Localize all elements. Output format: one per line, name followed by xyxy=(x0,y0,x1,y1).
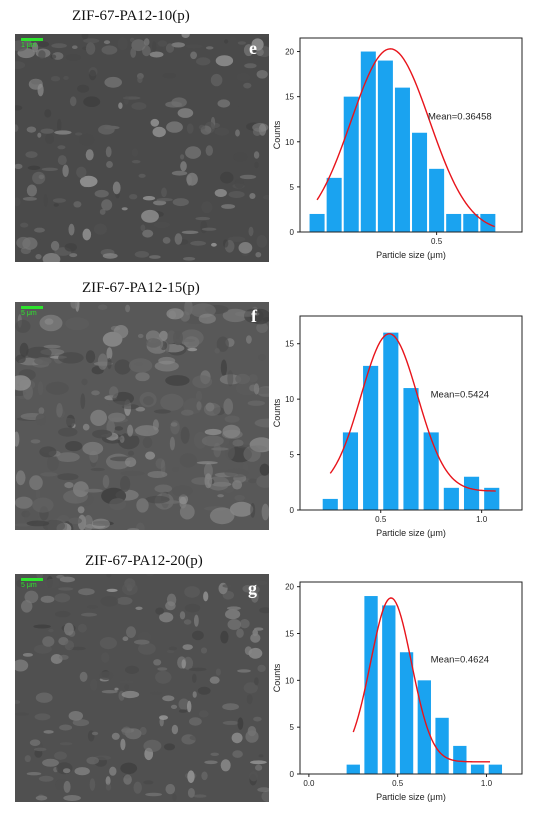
y-tick-label: 15 xyxy=(285,630,294,639)
scale-bar-e: 1 μm xyxy=(21,38,43,49)
histogram-bar xyxy=(443,487,459,510)
histogram-bar xyxy=(463,213,479,232)
histogram-bar xyxy=(364,596,378,774)
sem-image-f: 5 μm f xyxy=(15,302,269,530)
gaussian-fit-curve xyxy=(329,333,496,492)
y-tick-label: 5 xyxy=(290,183,295,192)
y-axis-label: Counts xyxy=(272,120,282,149)
x-tick-label: 0.5 xyxy=(392,779,404,788)
histogram-bar xyxy=(403,388,419,510)
histogram-g: 0 5 10 15 20 0.0 0.5 1.0 Particle size (μm) Count… xyxy=(268,574,538,814)
histogram-bar xyxy=(343,96,359,233)
histogram-bar xyxy=(322,498,338,510)
y-axis-label: Counts xyxy=(272,398,282,427)
histogram-bar xyxy=(377,60,393,233)
x-tick-label: 1.0 xyxy=(476,515,488,524)
y-tick-label: 20 xyxy=(285,48,294,57)
mean-annotation: Mean=0.5424 xyxy=(431,389,489,400)
histogram-bar xyxy=(309,213,325,232)
histogram-f: 0 5 10 15 0.5 1.0 Particle size (μm) Counts Mean… xyxy=(268,308,538,540)
panel-title-e: ZIF-67-PA12-10(p) xyxy=(72,8,190,24)
gaussian-fit-curve xyxy=(352,597,491,763)
y-tick-label: 10 xyxy=(285,676,294,685)
y-tick-label: 0 xyxy=(290,228,295,237)
plot-frame xyxy=(299,37,523,233)
sem-image-g: 5 μm g xyxy=(15,574,269,802)
histogram-bar xyxy=(342,432,359,510)
histogram-bar xyxy=(326,177,342,232)
plot-frame xyxy=(299,315,523,511)
panel-title-f: ZIF-67-PA12-15(p) xyxy=(82,280,200,296)
histogram-bar xyxy=(382,605,396,774)
histogram-bar xyxy=(346,764,360,774)
scale-bar-g: 5 μm xyxy=(21,578,43,589)
mean-annotation: Mean=0.36458 xyxy=(428,111,492,122)
x-tick-label: 0.0 xyxy=(303,779,315,788)
gaussian-fit-curve xyxy=(316,48,495,228)
panel-letter-g: g xyxy=(248,578,257,598)
panel-title-g: ZIF-67-PA12-20(p) xyxy=(85,553,203,569)
histogram-bar xyxy=(383,332,399,510)
y-tick-label: 0 xyxy=(290,770,295,779)
plot-frame xyxy=(299,581,523,775)
histogram-bar xyxy=(412,132,428,232)
y-tick-label: 10 xyxy=(285,138,294,147)
y-tick-label: 20 xyxy=(285,583,294,592)
histogram-bar xyxy=(453,745,467,774)
y-tick-label: 15 xyxy=(285,340,294,349)
histogram-bar xyxy=(463,476,480,510)
histogram-bar xyxy=(399,652,414,774)
histogram-bar xyxy=(435,717,449,774)
y-tick-label: 15 xyxy=(285,93,294,102)
histogram-bar xyxy=(417,680,431,774)
x-axis-label: Particle size (μm) xyxy=(376,528,446,538)
histogram-bar xyxy=(394,87,410,233)
histogram-bar xyxy=(470,764,485,774)
histogram-bar xyxy=(429,168,445,232)
panel-letter-f: f xyxy=(251,306,257,326)
y-tick-label: 5 xyxy=(290,723,295,732)
histogram-e: 0 5 10 15 20 0.5 Particle size (μm) Counts Mean=… xyxy=(268,34,538,266)
sem-image-e: 1 μm e xyxy=(15,34,269,262)
x-tick-label: 1.0 xyxy=(481,779,493,788)
y-axis-label: Counts xyxy=(272,663,282,692)
histogram-bar xyxy=(423,432,439,510)
histogram-bar xyxy=(363,365,379,510)
x-tick-label: 0.5 xyxy=(431,237,443,246)
histogram-bar xyxy=(484,487,500,510)
x-tick-label: 0.5 xyxy=(375,515,387,524)
x-axis-label: Particle size (μm) xyxy=(376,792,446,802)
scale-bar-f: 5 μm xyxy=(21,306,43,317)
y-tick-label: 10 xyxy=(285,395,294,404)
y-tick-label: 5 xyxy=(290,451,295,460)
mean-annotation: Mean=0.4624 xyxy=(431,655,489,666)
histogram-bar xyxy=(488,764,503,774)
panel-letter-e: e xyxy=(249,38,257,58)
x-axis-label: Particle size (μm) xyxy=(376,250,446,260)
histogram-bar xyxy=(360,51,376,232)
histogram-bar xyxy=(446,213,462,232)
y-tick-label: 0 xyxy=(290,506,295,515)
